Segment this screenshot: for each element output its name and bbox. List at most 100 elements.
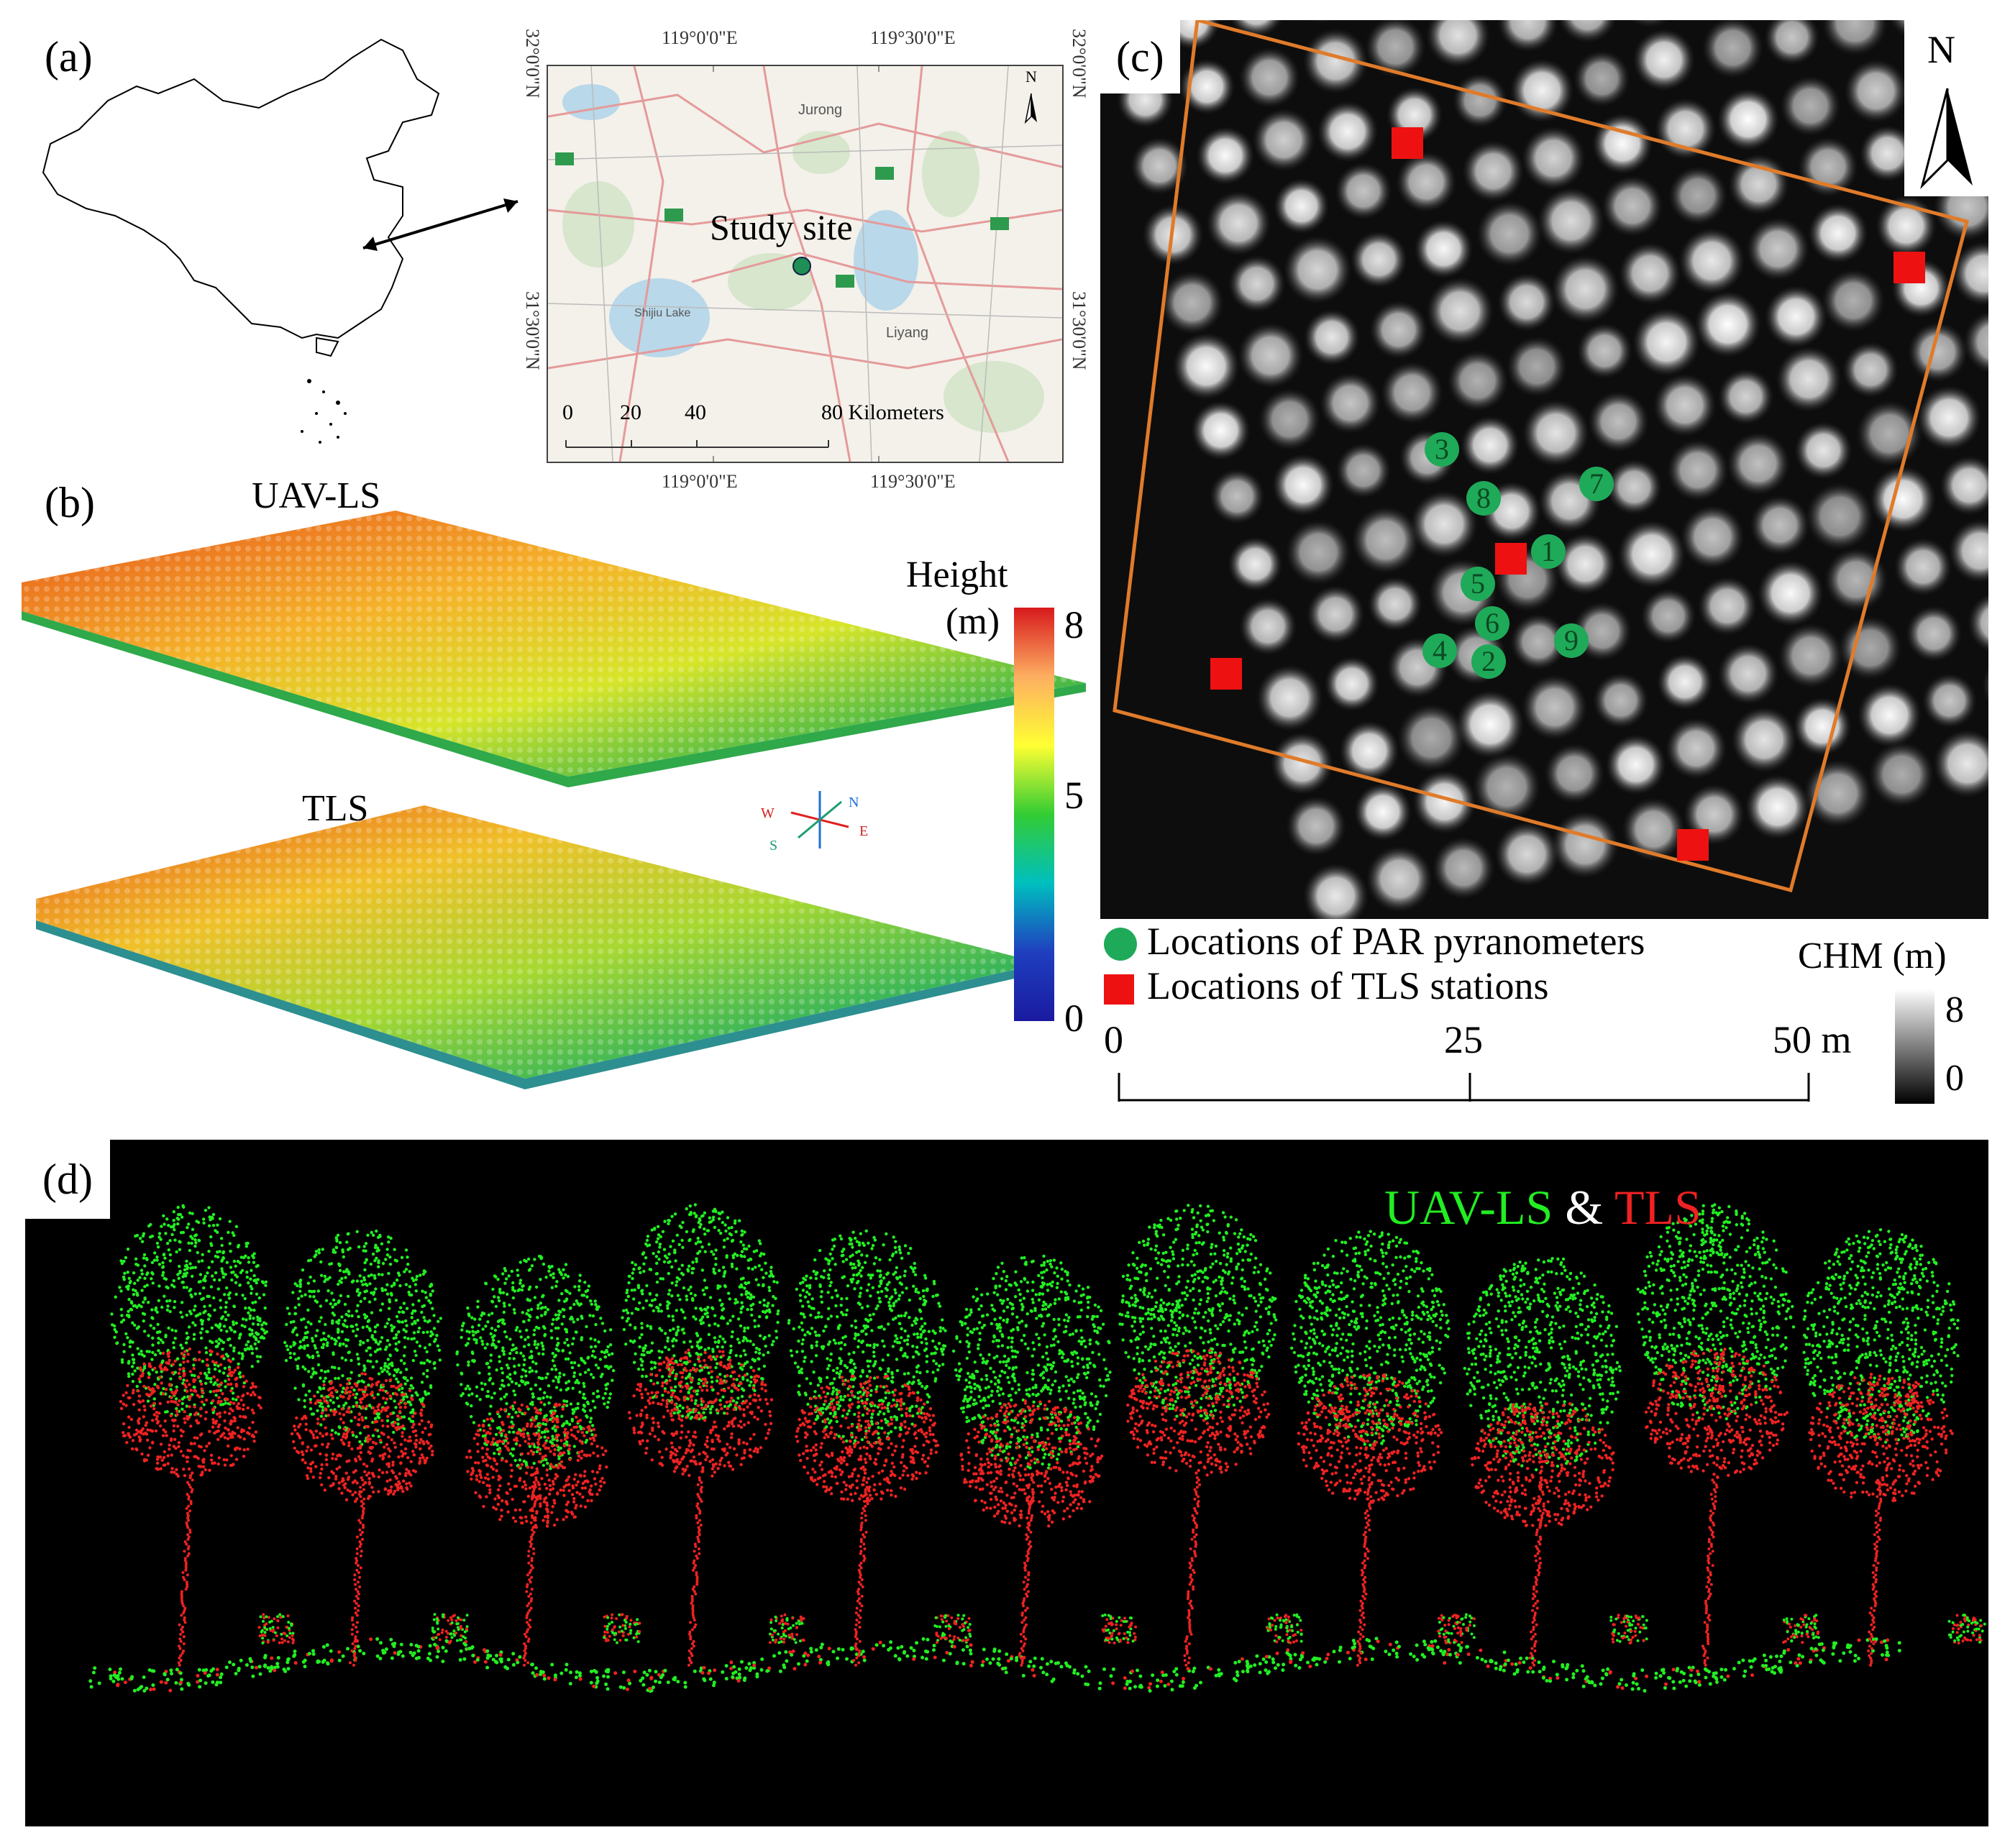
tree-crown — [1522, 399, 1590, 467]
tree-crown — [1339, 721, 1400, 782]
tree-crown — [1728, 153, 1790, 215]
tree-crown — [1160, 270, 1225, 335]
tree-crown — [1380, 361, 1444, 424]
profile-legend-title: UAV-LS & TLS — [1384, 1179, 1701, 1236]
tree-crown — [1793, 697, 1852, 756]
c-scale-bar — [1118, 1073, 1810, 1102]
tree-crown — [1750, 495, 1810, 556]
tree-crown — [1521, 126, 1586, 191]
legend-pyranometer-text: Locations of PAR pyranometers — [1147, 920, 1645, 963]
lon-bottom-2: 119°30'0"E — [870, 471, 956, 492]
tree-crown — [1283, 235, 1352, 304]
tree-crown — [1717, 368, 1774, 425]
legend-tls-text: Locations of TLS stations — [1147, 964, 1549, 1007]
tree-crown — [1228, 255, 1286, 313]
tree-crown — [1922, 673, 1978, 728]
pyranometer-7: 7 — [1579, 467, 1614, 501]
tree-crown — [1334, 162, 1392, 220]
tree-crown — [1869, 465, 1937, 533]
panel-a-label: (a) — [36, 29, 101, 85]
chm-title: CHM (m) — [1798, 936, 1947, 976]
north-arrow-icon — [1920, 88, 1973, 189]
tree-crown — [1822, 268, 1886, 333]
pyranometer-6: 6 — [1475, 606, 1509, 641]
chm-colorbar — [1895, 989, 1934, 1104]
north-label: N — [1927, 28, 1955, 71]
tree-crown — [1324, 656, 1380, 712]
tree-crown — [1410, 490, 1479, 558]
lat-right-1: 32°0'0"N — [1069, 29, 1089, 99]
tree-crown — [1605, 734, 1667, 795]
tree-crown — [1319, 372, 1381, 434]
tree-crown — [1446, 349, 1509, 412]
tree-crown — [1395, 151, 1457, 213]
place-shijiu-lake: Shijiu Lake — [634, 307, 691, 319]
colorbar-title-line2: (m) — [946, 601, 1000, 642]
tree-crown — [1196, 126, 1255, 186]
tree-crown — [1521, 674, 1588, 741]
tree-crown — [1803, 759, 1873, 828]
colorbar-tick-0: 0 — [1064, 997, 1084, 1040]
tree-crown — [1209, 468, 1265, 524]
tree-crown — [1494, 821, 1560, 887]
tree-crown — [1745, 774, 1811, 840]
tree-crown — [1592, 672, 1649, 729]
tree-crown — [1258, 388, 1321, 451]
tree-crown — [1550, 255, 1620, 324]
tree-crown — [1948, 518, 1988, 583]
tree-crown — [1306, 585, 1365, 644]
tree-crown — [1680, 505, 1745, 570]
tree-crown — [1270, 731, 1334, 795]
tree-crown — [1632, 28, 1696, 91]
compass-w: W — [761, 805, 775, 821]
tree-crown — [1426, 277, 1494, 345]
tree-crown — [1414, 219, 1474, 279]
chm-image — [1100, 20, 1988, 919]
place-liyang: Liyang — [886, 325, 928, 341]
tree-crown — [1587, 390, 1650, 453]
tree-crown — [1808, 203, 1868, 264]
tls-station-5 — [1677, 829, 1709, 861]
tls-station-4 — [1210, 658, 1242, 690]
scale-tick-80: 80 Kilometers — [821, 401, 944, 424]
tree-crown — [1286, 795, 1347, 856]
tree-crown — [1317, 101, 1379, 163]
tree-crown — [1857, 682, 1922, 748]
tree-crown — [1452, 73, 1508, 128]
pyranometer-1: 1 — [1531, 534, 1566, 569]
scale-tick-0: 0 — [562, 401, 573, 424]
pyranometer-4: 4 — [1422, 633, 1457, 668]
tree-crown — [1757, 559, 1824, 627]
tree-crown — [1369, 300, 1428, 360]
tree-crown — [1952, 241, 1988, 306]
tree-crown — [1472, 752, 1541, 822]
tree-crown — [1622, 797, 1686, 861]
tree-crown — [1509, 613, 1567, 671]
tree-crown — [1824, 547, 1888, 612]
tree-crown — [1350, 231, 1408, 288]
pyranometer-9: 9 — [1554, 623, 1589, 658]
tree-crown — [1456, 690, 1525, 759]
tree-crown — [1544, 743, 1605, 804]
tree-crown — [1779, 75, 1841, 137]
lat-left-2: 31°30'0"N — [522, 291, 543, 370]
tree-crown — [1238, 47, 1301, 109]
tree-crown — [1602, 175, 1663, 237]
tree-crown — [1432, 836, 1495, 900]
tree-crown — [1822, 20, 1888, 56]
tree-crown — [1859, 125, 1917, 182]
chm-canopy-grid — [1100, 20, 1988, 919]
tree-crown — [1778, 623, 1844, 689]
tls-station-2 — [1893, 252, 1925, 283]
tree-crown — [1367, 576, 1423, 632]
tree-crown — [1397, 703, 1466, 772]
tree-crown — [1179, 58, 1235, 115]
legend-tls: TLS — [1614, 1180, 1701, 1235]
uav-ls-title: UAV-LS — [252, 475, 381, 516]
tree-crown — [1933, 729, 1988, 798]
tree-crown — [1794, 421, 1853, 480]
tree-crown — [1805, 482, 1874, 551]
tree-crown — [1893, 537, 1952, 596]
tree-crown — [1353, 782, 1412, 841]
tree-crown — [1668, 165, 1728, 226]
